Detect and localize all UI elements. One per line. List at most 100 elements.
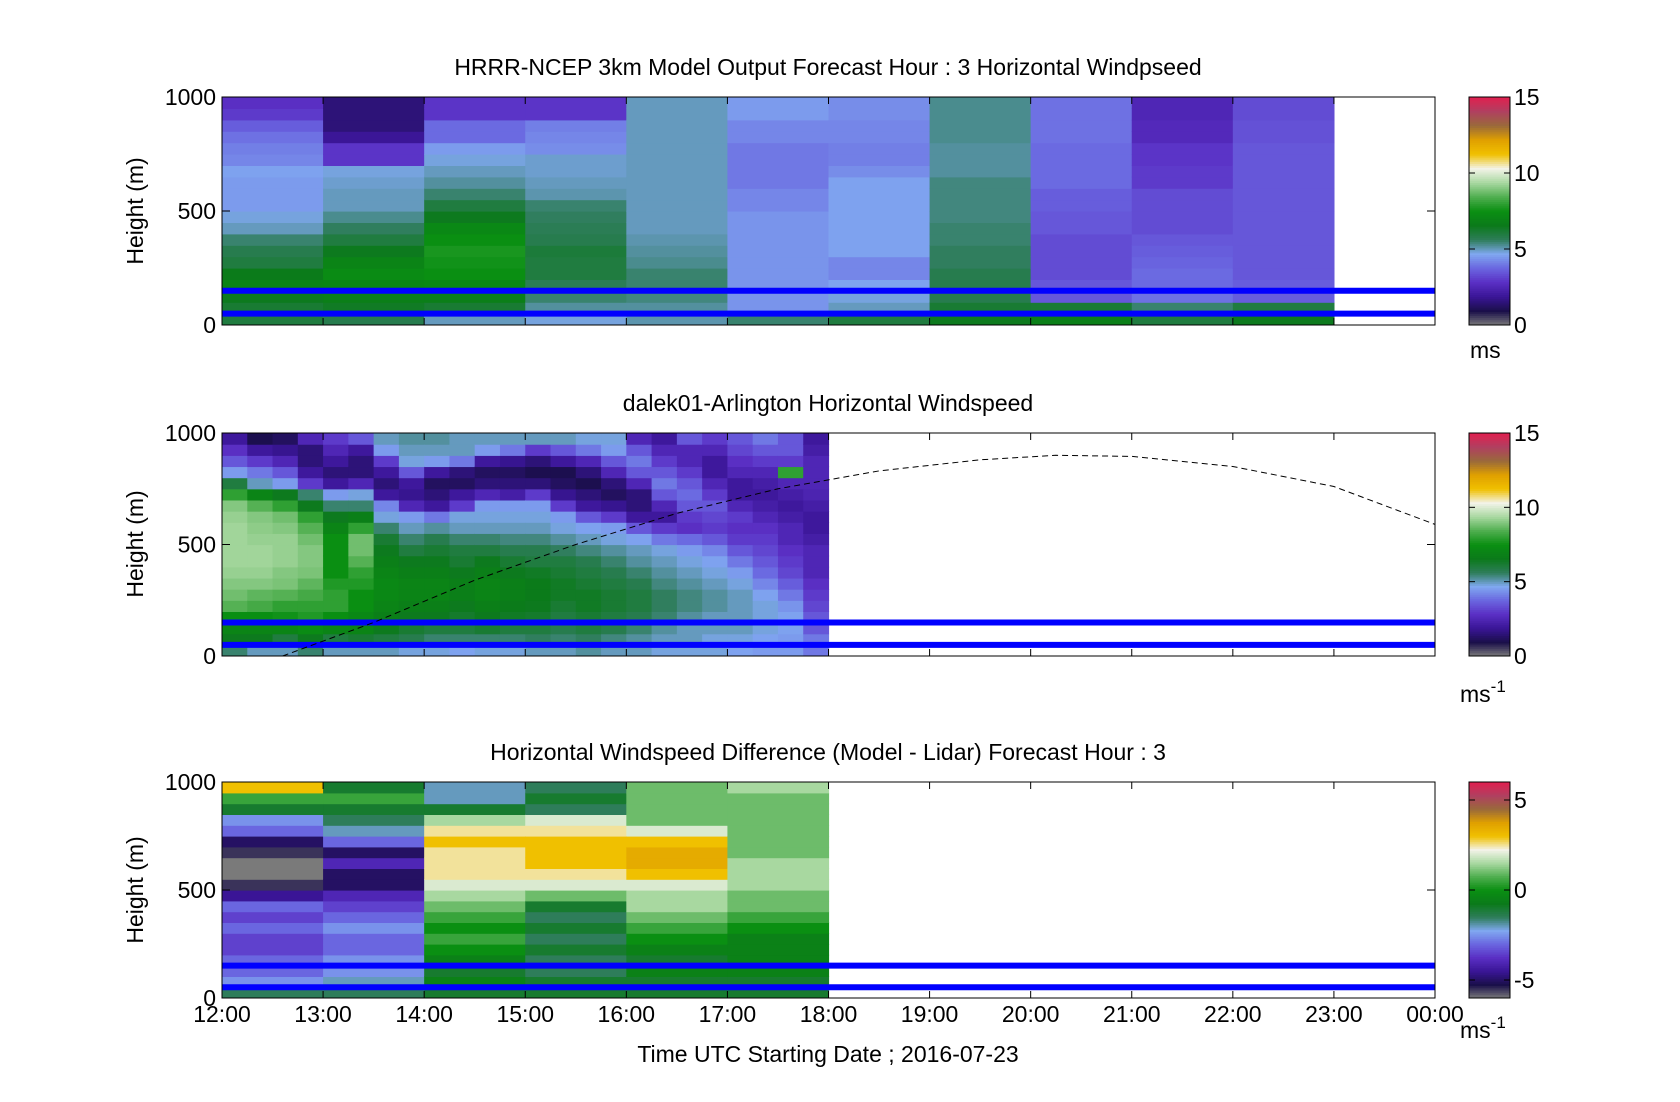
heatmap-cell — [1131, 313, 1234, 325]
panel-lidar-colorbar-unit: ms — [1460, 681, 1491, 707]
heatmap-cell — [323, 976, 425, 988]
heatmap-cell — [424, 825, 526, 837]
colorbar-swatch — [1469, 945, 1510, 949]
heatmap-cell — [247, 433, 274, 445]
heatmap-cell — [1030, 119, 1133, 132]
heatmap-cell — [525, 879, 627, 891]
heatmap-cell — [626, 444, 653, 456]
colorbar-swatch — [1469, 927, 1510, 931]
heatmap-cell — [272, 455, 299, 468]
heatmap-cell — [727, 868, 830, 880]
heatmap-cell — [1030, 176, 1133, 189]
heatmap-cell — [803, 589, 830, 601]
heatmap-cell — [626, 499, 653, 512]
heatmap-cell — [727, 792, 830, 805]
colorbar-swatch — [1469, 472, 1510, 475]
colorbar-swatch — [1469, 600, 1510, 603]
heatmap-cell — [1232, 188, 1335, 201]
heatmap-cell — [449, 444, 476, 456]
heatmap-cell — [222, 245, 324, 258]
heatmap-cell — [702, 444, 729, 456]
colorbar-swatch — [1469, 969, 1510, 972]
colorbar-swatch — [1469, 996, 1510, 999]
colorbar-swatch — [1469, 864, 1510, 868]
heatmap-cell — [651, 589, 678, 601]
colorbar-swatch — [1469, 142, 1510, 145]
colorbar-swatch — [1469, 635, 1510, 638]
colorbar-swatch — [1469, 184, 1510, 187]
heatmap-cell — [222, 222, 324, 235]
colorbar-swatch — [1469, 138, 1510, 142]
heatmap-cell — [222, 644, 248, 656]
x-tick-label: 22:00 — [1204, 1001, 1262, 1027]
heatmap-cell — [222, 933, 324, 945]
heatmap-cell — [727, 622, 754, 635]
colorbar-swatch — [1469, 918, 1510, 922]
heatmap-cell — [474, 477, 501, 490]
heatmap-cell — [449, 611, 476, 624]
colorbar-swatch — [1469, 511, 1510, 514]
heatmap-cell — [777, 555, 804, 568]
heatmap-cell — [424, 245, 526, 258]
heatmap-cell — [1030, 256, 1133, 269]
heatmap-cell — [1232, 211, 1335, 223]
heatmap-cell — [1232, 233, 1335, 246]
heatmap-cell — [323, 879, 425, 891]
colorbar-swatch — [1469, 922, 1510, 925]
heatmap-cell — [222, 199, 324, 212]
heatmap-cell — [1030, 165, 1133, 178]
colorbar-swatch — [1469, 116, 1510, 119]
heatmap-cell — [1131, 176, 1234, 189]
heatmap-cell — [828, 268, 931, 280]
heatmap-cell — [222, 555, 248, 568]
heatmap-cell — [247, 511, 274, 523]
heatmap-cell — [323, 792, 425, 805]
heatmap-cell — [828, 131, 931, 144]
heatmap-cell — [626, 544, 653, 557]
colorbar-swatch — [1469, 271, 1510, 275]
colorbar-swatch — [1469, 275, 1510, 278]
heatmap-cell — [777, 511, 804, 523]
heatmap-cell — [272, 466, 299, 479]
heatmap-cell — [424, 466, 451, 479]
heatmap-cell — [474, 455, 501, 468]
heatmap-cell — [626, 933, 729, 945]
heatmap-cell — [297, 488, 324, 501]
colorbar-swatch — [1469, 626, 1510, 629]
heatmap-cell — [601, 611, 627, 624]
heatmap-cell — [727, 199, 830, 212]
heatmap-cell — [676, 433, 703, 445]
heatmap-cell — [626, 879, 729, 891]
heatmap-cell — [449, 622, 476, 635]
colorbar-swatch — [1469, 980, 1510, 983]
colorbar-swatch — [1469, 161, 1510, 164]
heatmap-cell — [272, 533, 299, 546]
heatmap-cell — [323, 846, 425, 859]
colorbar-swatch — [1469, 226, 1510, 229]
heatmap-cell — [626, 577, 653, 590]
y-tick-label: 0 — [203, 985, 216, 1011]
colorbar-swatch — [1469, 247, 1510, 250]
heatmap-cell — [651, 455, 678, 468]
heatmap-cell — [651, 433, 678, 445]
panel-lidar: dalek01-Arlington Horizontal Windspeed H… — [122, 390, 1540, 707]
heatmap-cell — [525, 256, 627, 269]
heatmap-cell — [247, 444, 274, 456]
colorbar-swatch — [1469, 201, 1510, 204]
colorbar-swatch — [1469, 169, 1510, 172]
colorbar-tick-label: 0 — [1514, 877, 1527, 903]
heatmap-cell — [323, 154, 425, 166]
colorbar-swatch — [1469, 216, 1510, 220]
heatmap-cell — [626, 555, 653, 568]
colorbar-swatch — [1469, 108, 1510, 111]
heatmap-cell — [297, 555, 324, 568]
heatmap-cell — [424, 611, 451, 624]
heatmap-cell — [348, 499, 375, 512]
colorbar-swatch — [1469, 319, 1510, 322]
heatmap-cell — [373, 622, 400, 635]
heatmap-cell — [575, 522, 602, 534]
heatmap-cell — [297, 455, 324, 468]
heatmap-cell — [222, 455, 248, 468]
colorbar-swatch — [1469, 230, 1510, 233]
colorbar-swatch — [1469, 899, 1510, 902]
